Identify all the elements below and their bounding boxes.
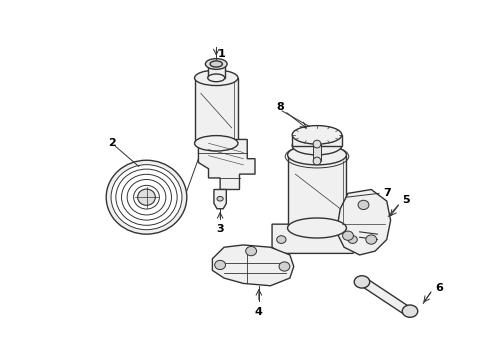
Ellipse shape: [288, 218, 346, 238]
Ellipse shape: [366, 235, 377, 244]
Ellipse shape: [245, 247, 257, 256]
Ellipse shape: [313, 157, 321, 165]
Bar: [313, 144, 321, 161]
Ellipse shape: [208, 74, 225, 82]
Text: 4: 4: [255, 306, 263, 316]
Ellipse shape: [210, 61, 222, 67]
Text: 3: 3: [216, 224, 224, 234]
Text: 6: 6: [435, 283, 442, 293]
Ellipse shape: [292, 136, 342, 155]
Polygon shape: [272, 224, 362, 253]
Ellipse shape: [358, 200, 369, 210]
Ellipse shape: [343, 231, 353, 240]
Polygon shape: [198, 139, 255, 189]
Ellipse shape: [205, 59, 227, 69]
Text: 8: 8: [277, 102, 285, 112]
Ellipse shape: [138, 189, 155, 205]
Text: 5: 5: [402, 195, 410, 205]
Polygon shape: [362, 278, 410, 315]
Text: 1: 1: [218, 49, 225, 59]
Polygon shape: [214, 189, 226, 209]
Ellipse shape: [215, 260, 225, 270]
Ellipse shape: [402, 305, 418, 317]
Bar: [195, 78, 238, 143]
Ellipse shape: [195, 70, 238, 86]
Ellipse shape: [106, 160, 187, 234]
Ellipse shape: [313, 140, 321, 148]
Bar: [288, 155, 346, 228]
Ellipse shape: [288, 145, 346, 165]
Ellipse shape: [122, 174, 172, 220]
Ellipse shape: [111, 165, 182, 230]
Ellipse shape: [277, 236, 286, 243]
Bar: [292, 135, 342, 145]
Ellipse shape: [134, 185, 159, 209]
Polygon shape: [336, 189, 391, 255]
Text: 2: 2: [108, 138, 116, 148]
Ellipse shape: [116, 169, 177, 225]
Polygon shape: [212, 245, 294, 286]
Ellipse shape: [279, 262, 290, 271]
Ellipse shape: [195, 136, 238, 151]
Ellipse shape: [217, 197, 223, 201]
Ellipse shape: [354, 276, 369, 288]
Ellipse shape: [292, 126, 342, 144]
Ellipse shape: [208, 60, 225, 68]
Bar: [208, 64, 225, 78]
Text: 7: 7: [383, 188, 391, 198]
Ellipse shape: [127, 179, 166, 215]
Ellipse shape: [348, 236, 357, 243]
